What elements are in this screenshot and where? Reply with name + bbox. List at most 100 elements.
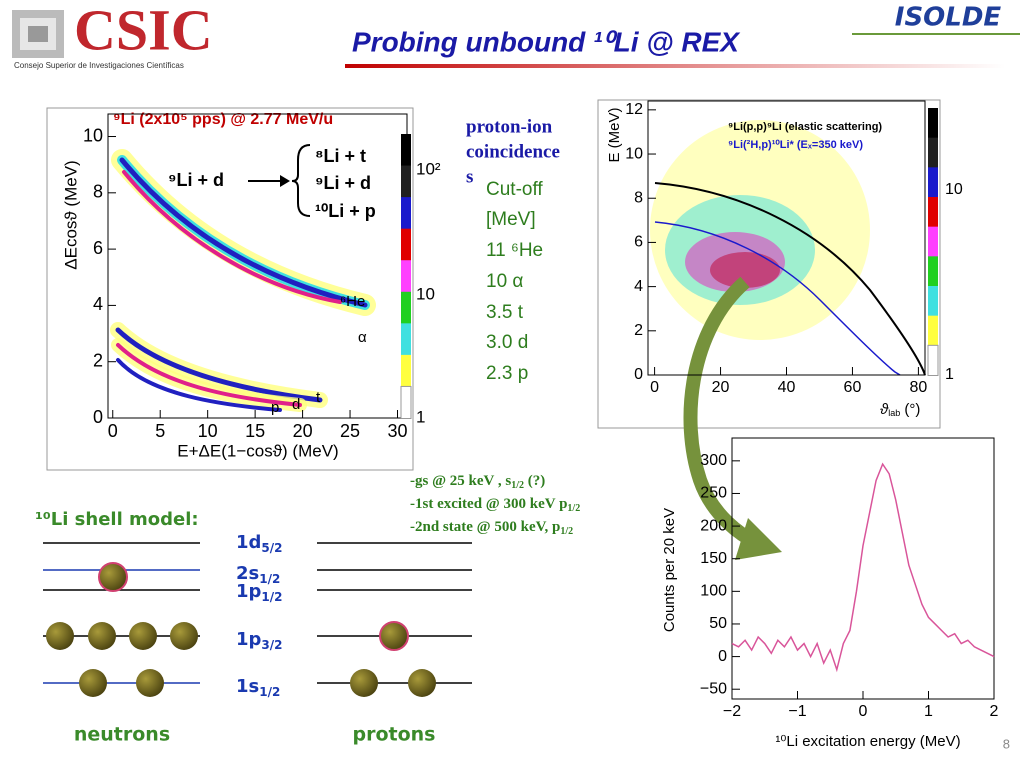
y-tick-label: 150 [700,550,727,567]
brace [291,144,311,217]
product: ⁸Li + t [315,146,366,166]
coincidence-title: proton-ion [466,116,553,137]
spectrum-line [731,462,995,673]
x-tick-label: 60 [844,379,862,396]
states: -gs @ 25 keV , s1/2 (?)-1st excited @ 30… [410,473,580,537]
colorbar-label: 1 [416,407,425,426]
state-sub: 1/2 [560,526,573,537]
x-tick-label: 2 [990,703,999,720]
level-label: 1p1/2 [236,581,283,604]
colorbar-cell [928,137,938,168]
cutoff-line: Cut-off [486,179,543,200]
y-tick-label: 10 [83,125,103,145]
reaction: ⁹Li + d [168,170,224,190]
nucleon [379,621,409,651]
cutoff-line: 11 ⁶He [486,240,543,261]
level-sub: 1/2 [259,685,280,699]
x-axis-label-tail: (°) [900,401,920,418]
legend-entry: ⁹Li(²H,p)¹⁰Li* (Eₓ=350 keV) [728,139,863,151]
state-line: -gs @ 25 keV , s1/2 (?) [410,473,545,491]
x-tick-label: 40 [778,379,796,396]
colorbar-label: 10 [945,181,963,198]
x-axis-label-base: ϑ [880,401,889,418]
logo-text: CSIC [74,0,213,62]
arrow-tip [735,518,782,560]
y-tick-label: 4 [634,278,643,295]
colorbar-cell [401,134,411,167]
curved-arrow [683,276,764,552]
state-text: -gs @ 25 keV , s [410,473,511,489]
transfer-curve [654,221,901,376]
colorbar-cell [928,256,938,287]
x-axis-label: ϑlab (°) [880,401,920,418]
nucleon [350,669,378,697]
y-tick-label: 6 [634,234,643,251]
shell-title: ¹⁰Li shell model: [35,509,199,530]
colorbar-cell [401,323,411,356]
y-tick-label: 300 [700,452,727,469]
elastic-curve [654,182,926,376]
y-tick-label: 0 [93,407,103,427]
y-tick-label: 6 [93,238,103,258]
y-tick-label: 0 [718,648,727,665]
level-sub: 1/2 [259,572,280,586]
x-tick-label: 20 [712,379,730,396]
y-tick-label: 0 [634,366,643,383]
level-base: 2s [236,563,259,584]
coincidence-title: coincidence [466,141,560,162]
state-sub: 1/2 [511,480,524,491]
y-axis-label: ΔEcosϑ (MeV) [61,160,80,269]
y-tick-label: 2 [634,322,643,339]
colorbar-label: 10² [416,159,441,178]
colorbar-cell [401,291,411,324]
x-tick-label: 0 [108,421,118,441]
y-tick-label: 8 [634,189,643,206]
level-base: 1d [236,532,261,553]
band-label: α [358,329,367,346]
x-tick-label: 25 [340,421,360,441]
level-sub: 3/2 [261,638,282,652]
colorbar-cell [928,315,938,346]
neutrons-label: neutrons [74,724,170,746]
level-label: 1d5/2 [236,532,283,555]
colorbar-label: 1 [945,366,954,383]
colorbar-cell [928,108,938,139]
product: ⁹Li + d [315,173,371,193]
nucleon [46,622,74,650]
x-tick-label: 5 [155,421,165,441]
csic-emblem [12,10,64,58]
x-tick-label: 0 [650,379,659,396]
coincidence-title: s [466,166,473,187]
state-text: -1st excited @ 300 keV p [410,496,567,512]
beam-caption: ⁹Li (2x10⁵ pps) @ 2.77 MeV/u [113,111,333,128]
x-tick-label: 20 [293,421,313,441]
cutoff-line: 10 α [486,271,523,292]
x-tick-label: −1 [788,703,806,720]
colorbar-cell [928,286,938,317]
colorbar-cell [928,197,938,228]
protons-label: protons [353,724,436,746]
colorbar-cell [401,354,411,387]
band-label: d [292,396,300,413]
nucleon [129,622,157,650]
colorbar-label: 10 [416,284,435,303]
density-bands [110,149,376,412]
colorbar-cell [401,197,411,230]
colorbar-cell [928,167,938,198]
arrow-head [280,175,290,187]
colorbar-cell [401,228,411,261]
state-tail: (?) [524,473,545,489]
colorbar-cell [927,344,939,377]
state-line: -2nd state @ 500 keV, p1/2 [410,519,573,537]
level-label: 2s1/2 [236,563,280,586]
level-label: 1s1/2 [236,676,280,699]
spectrum-panel [650,430,1010,760]
nucleon [98,562,128,592]
nucleon [88,622,116,650]
x-tick-label: 1 [924,703,933,720]
y-tick-label: 250 [700,485,727,502]
level-label: 1p3/2 [236,629,283,652]
y-tick-label: 10 [625,145,643,162]
